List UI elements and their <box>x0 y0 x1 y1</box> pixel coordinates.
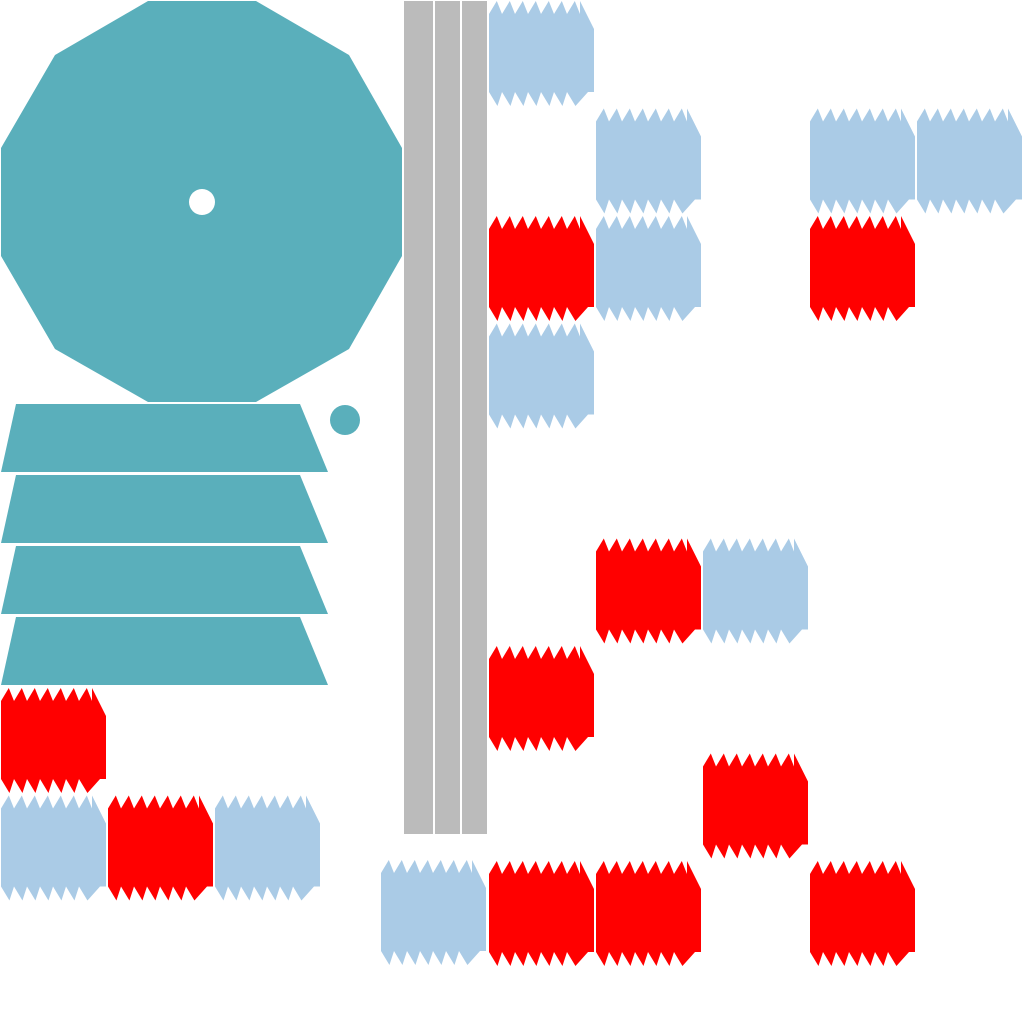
red-block-12[interactable] <box>703 753 808 859</box>
blue-block-bottom[interactable] <box>381 860 486 965</box>
blue-block-left-2[interactable] <box>1 795 106 901</box>
tower-base-segment-3 <box>1 546 328 614</box>
red-block-5[interactable] <box>489 216 594 321</box>
blue-block-3[interactable] <box>810 108 915 214</box>
blue-block-4[interactable] <box>917 108 1022 214</box>
blue-block-10[interactable] <box>703 538 808 644</box>
tower-eye-icon <box>189 189 215 215</box>
tower-base-segment-4 <box>1 617 328 685</box>
red-block-left-1[interactable] <box>1 688 106 793</box>
tower-base-segment-2 <box>1 475 328 543</box>
red-block-left-3[interactable] <box>108 795 213 901</box>
red-block-14[interactable] <box>596 861 701 966</box>
rail-3 <box>462 1 487 834</box>
red-block-7[interactable] <box>810 216 915 321</box>
red-block-15[interactable] <box>810 861 915 966</box>
rail-2 <box>435 1 460 834</box>
tower-base-segment-1 <box>1 404 328 472</box>
red-block-13[interactable] <box>489 861 594 966</box>
blue-block-2[interactable] <box>596 108 701 214</box>
blue-block-1[interactable] <box>489 1 594 106</box>
tower <box>1 1 402 685</box>
orb-icon[interactable] <box>330 405 360 435</box>
blue-block-6[interactable] <box>596 216 701 321</box>
rails <box>404 1 487 834</box>
blue-block-left-4[interactable] <box>215 795 320 901</box>
block-grid <box>1 1 1022 966</box>
red-block-11[interactable] <box>489 646 594 751</box>
blue-block-8[interactable] <box>489 323 594 429</box>
red-block-9[interactable] <box>596 538 701 644</box>
rail-1 <box>404 1 433 834</box>
